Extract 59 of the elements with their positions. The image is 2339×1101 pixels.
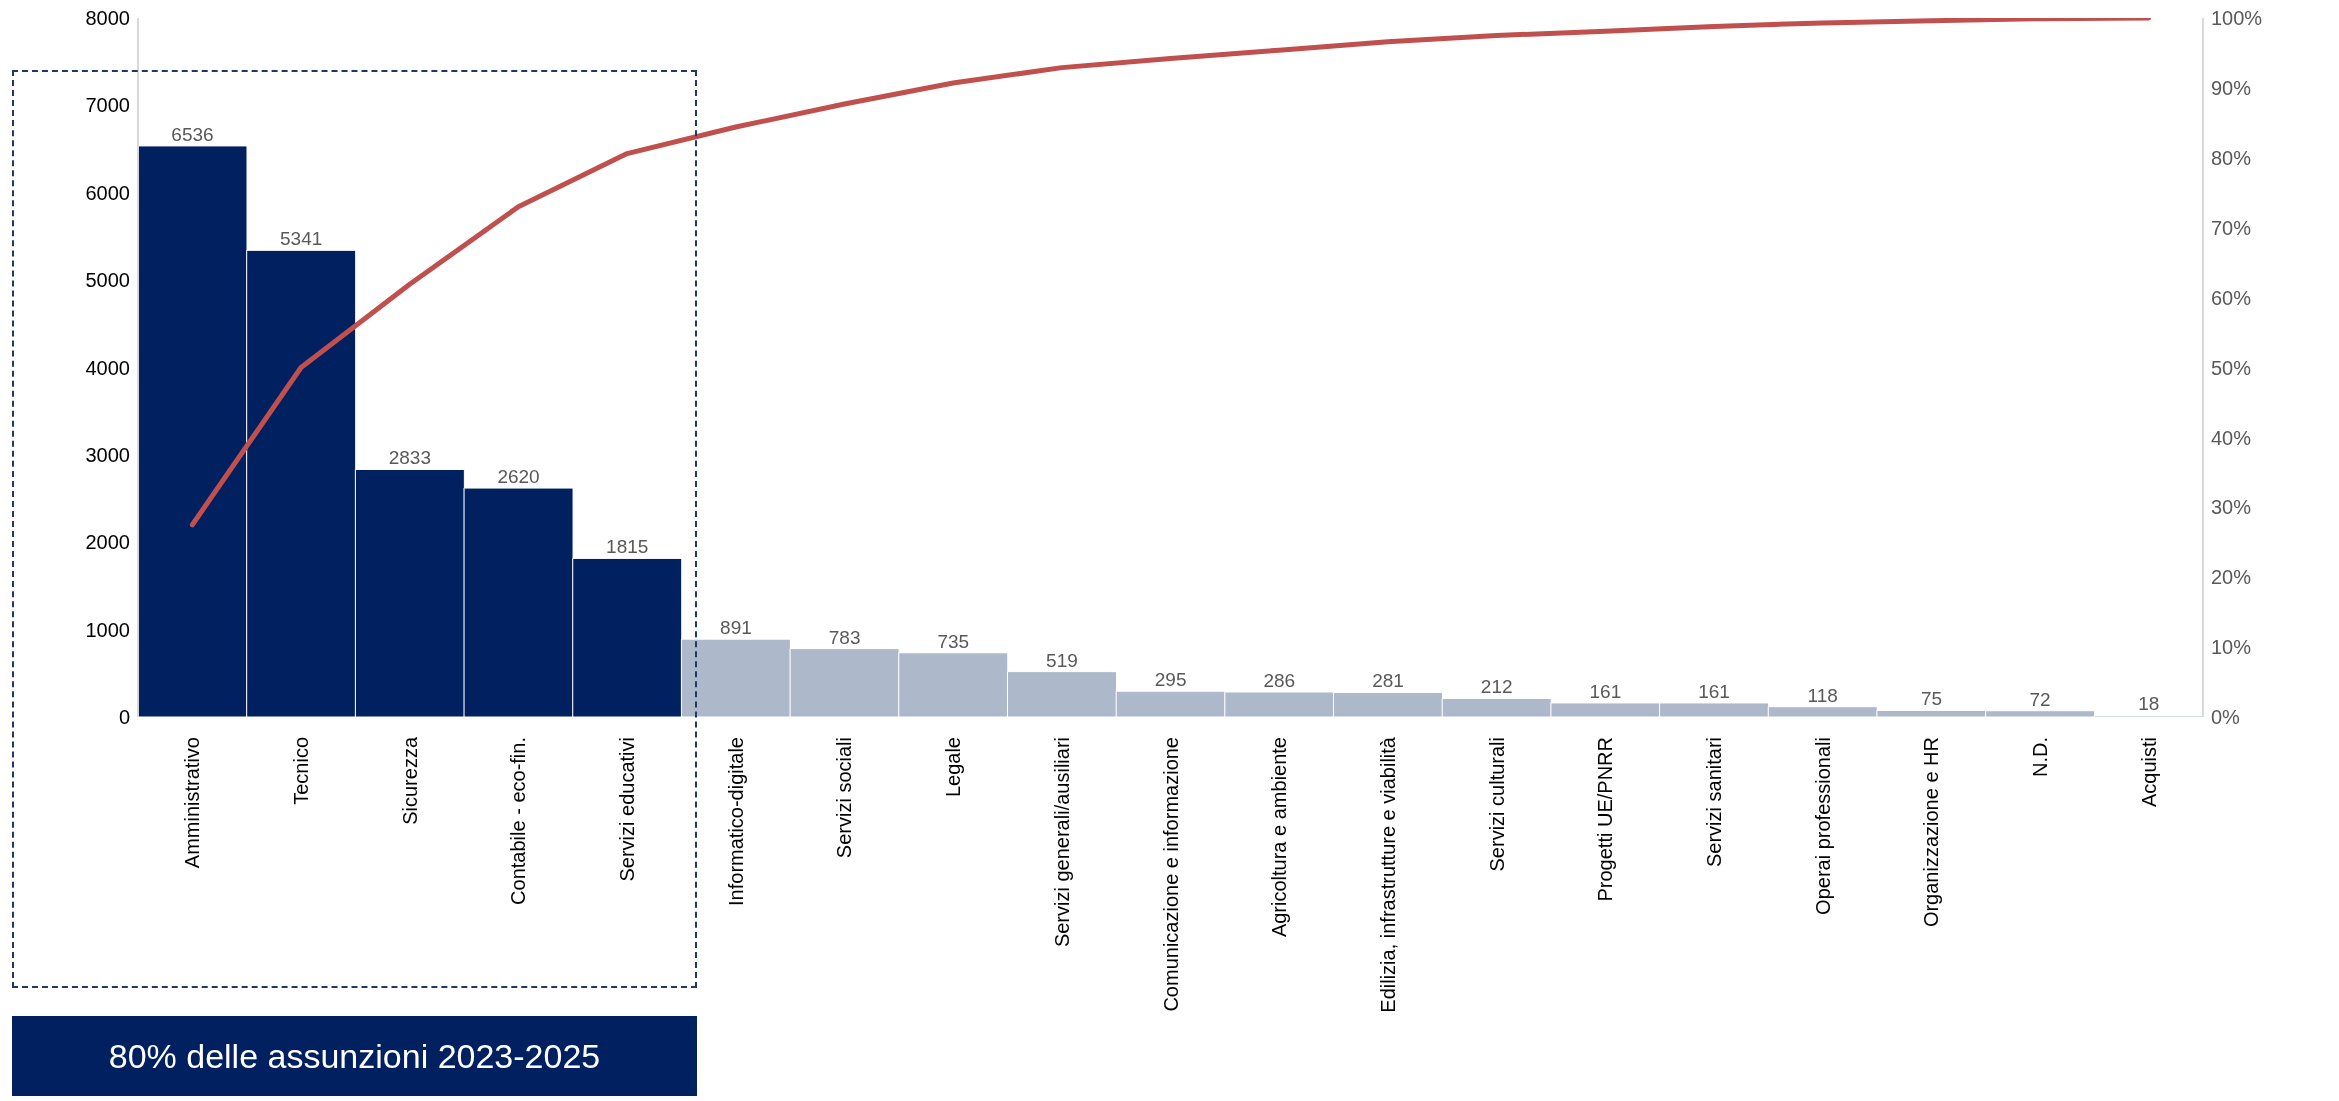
y2-tick-label: 100%: [2211, 7, 2263, 30]
y2-tick-label: 70%: [2211, 216, 2252, 239]
y2-tick-label: 90%: [2211, 77, 2252, 99]
data-label: 783: [828, 626, 861, 648]
y-tick-label: 2000: [85, 531, 130, 554]
y-tick-label: 1000: [85, 618, 130, 641]
x-tick-label: Servizi generali/ausiliari: [1050, 737, 1073, 948]
data-label: 281: [1372, 670, 1404, 692]
x-tick-label: Tecnico: [290, 737, 313, 805]
x-tick-label: N.D.: [2028, 737, 2051, 777]
y-tick-label: 5000: [85, 269, 130, 292]
y2-tick-label: 60%: [2211, 286, 2252, 309]
x-tick-label: Servizi sanitari: [1702, 737, 1725, 868]
y2-tick-label: 10%: [2211, 636, 2252, 659]
x-tick-label: Contabile - eco-fin.: [507, 737, 530, 905]
data-label: 212: [1480, 676, 1513, 698]
y2-tick-label: 50%: [2211, 356, 2252, 379]
x-tick-label: Acquisti: [2137, 737, 2160, 808]
data-label: 5341: [280, 228, 323, 250]
x-tick-label: Agricoltura e ambiente: [1268, 737, 1291, 938]
x-tick-label: Amministrativo: [181, 737, 204, 869]
data-label: 72: [2029, 688, 2051, 710]
y-tick-label: 7000: [85, 94, 130, 117]
data-label: 891: [720, 617, 752, 639]
x-tick-label: Servizi educativi: [616, 737, 639, 882]
y-tick-label: 0: [118, 706, 130, 729]
x-tick-label: Edilizia, infrastrutture e viabilità: [1376, 736, 1399, 1013]
x-tick-label: Servizi culturali: [1485, 737, 1508, 872]
x-tick-label: Sicurezza: [398, 736, 421, 825]
y2-tick-label: 40%: [2211, 426, 2252, 449]
data-label: 295: [1154, 669, 1187, 691]
y2-tick-label: 30%: [2211, 496, 2252, 519]
x-tick-label: Legale: [942, 737, 965, 798]
y-tick-label: 8000: [85, 7, 130, 30]
y-tick-label: 3000: [85, 443, 130, 466]
y-tick-label: 4000: [85, 356, 130, 379]
x-tick-label: Servizi sociali: [833, 737, 856, 859]
data-label: 286: [1263, 670, 1296, 692]
data-label: 161: [1589, 680, 1622, 702]
data-label: 6536: [171, 123, 214, 145]
data-label: 735: [937, 630, 970, 652]
x-tick-label: Comunicazione e informazione: [1159, 737, 1182, 1012]
data-label: 75: [1920, 688, 1943, 710]
y2-tick-label: 80%: [2211, 146, 2252, 169]
text: 80% delle assunzioni 2023-2025: [12, 1016, 697, 1096]
data-label: 2620: [497, 466, 540, 488]
data-label: 118: [1807, 684, 1838, 706]
x-tick-label: Informatico-digitale: [724, 737, 747, 906]
data-label: 161: [1698, 680, 1730, 702]
x-tick-label: Progetti UE/PNRR: [1594, 737, 1617, 902]
data-label: 519: [1046, 649, 1078, 671]
data-label: 1815: [606, 536, 649, 558]
data-label: 18: [2138, 693, 2160, 715]
y2-tick-label: 20%: [2211, 566, 2252, 589]
x-tick-label: Operai professionali: [1811, 737, 1834, 915]
y2-tick-label: 0%: [2211, 706, 2241, 729]
data-label: 2833: [388, 447, 432, 469]
y-tick-label: 6000: [85, 181, 130, 204]
x-tick-label: Organizzazione e HR: [1920, 737, 1943, 928]
